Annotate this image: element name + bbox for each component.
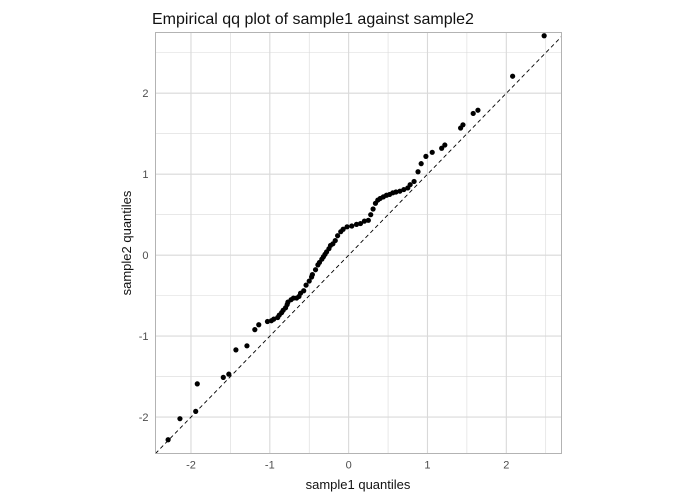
data-point (460, 122, 466, 128)
data-point (344, 224, 350, 230)
data-point (370, 206, 376, 212)
data-point (252, 327, 258, 333)
data-point (423, 153, 429, 159)
major-gridlines (155, 32, 562, 454)
data-point (475, 107, 481, 113)
data-point (301, 288, 307, 294)
data-point (306, 278, 312, 284)
data-point (226, 371, 232, 377)
y-tick-label: 0 (142, 250, 148, 262)
x-tick-label: 2 (503, 460, 509, 472)
data-point (256, 322, 262, 328)
y-tick-label: -2 (139, 412, 149, 424)
data-point (393, 189, 399, 195)
data-point (368, 212, 374, 218)
data-point (541, 33, 547, 39)
x-tick-label: 0 (346, 460, 352, 472)
data-point (271, 316, 277, 322)
data-point (418, 161, 424, 167)
data-point (244, 343, 250, 349)
data-point (429, 149, 435, 155)
data-point (312, 267, 319, 273)
data-point (365, 217, 371, 223)
data-point (309, 271, 315, 278)
data-point (411, 178, 417, 185)
x-tick-label: -1 (265, 460, 275, 472)
data-points (165, 33, 547, 443)
minor-gridlines (155, 32, 562, 454)
data-point (470, 110, 476, 117)
y-tick-label: -1 (139, 331, 149, 343)
data-point (340, 226, 346, 232)
data-point (332, 237, 338, 244)
x-tick-label: 1 (424, 460, 430, 472)
data-point (442, 142, 448, 148)
data-point (407, 182, 413, 188)
chart-title: Empirical qq plot of sample1 against sam… (152, 11, 474, 28)
data-point (233, 347, 239, 353)
data-point (510, 73, 516, 79)
data-point (349, 223, 355, 229)
data-point (335, 233, 341, 239)
data-point (220, 374, 226, 380)
data-point (397, 188, 403, 194)
x-axis-label: sample1 quantiles (306, 477, 411, 492)
data-point (361, 218, 368, 224)
x-tick-label: -2 (186, 460, 196, 472)
y-tick-label: 1 (142, 169, 148, 181)
y-tick-label: 2 (142, 88, 148, 100)
data-point (194, 381, 200, 387)
data-point (353, 221, 360, 227)
data-point (439, 145, 445, 151)
data-point (357, 220, 364, 227)
y-axis-label: sample2 quantiles (119, 190, 134, 295)
plot-panel (155, 32, 562, 454)
data-point (165, 437, 171, 443)
data-point (415, 169, 421, 175)
data-point (177, 416, 183, 422)
data-point (264, 318, 271, 325)
x-axis-ticks: -2 -1 0 1 2 (186, 460, 509, 472)
y-axis-ticks: -2 -1 0 1 2 (139, 88, 149, 424)
data-point (401, 186, 407, 193)
data-point (193, 408, 199, 414)
data-point (303, 282, 309, 288)
reference-line (155, 36, 562, 454)
panel-border (155, 32, 562, 454)
